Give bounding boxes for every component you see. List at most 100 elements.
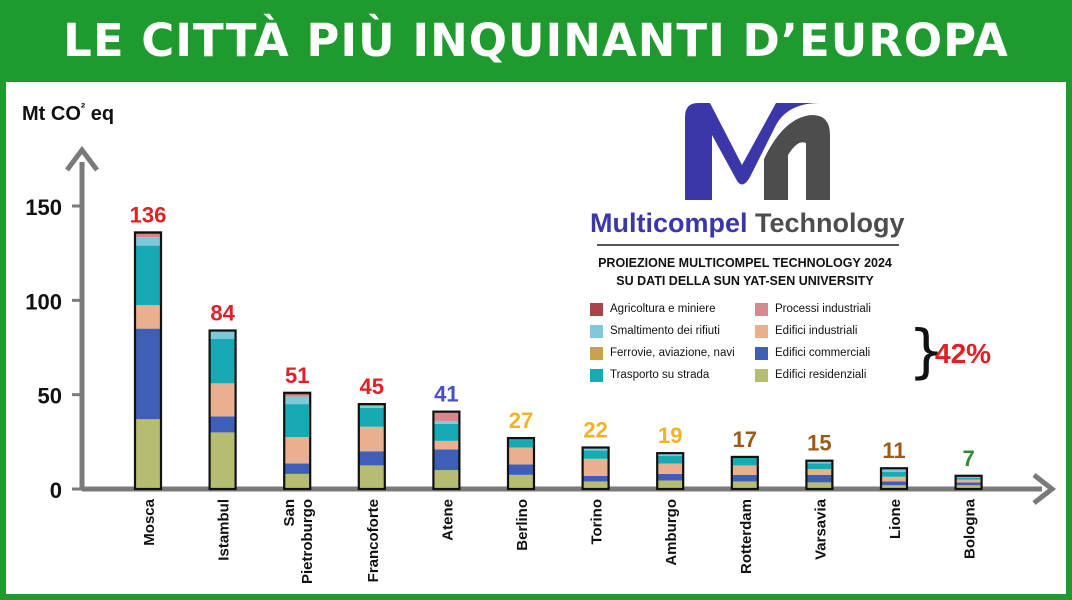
legend-swatch [590,369,603,382]
legend-item: Smaltimento dei rifiuti [590,320,735,342]
chart-panel [6,82,1066,594]
bar-segment [806,469,833,475]
bar-segment [582,458,609,476]
bar-segment [209,416,236,433]
bar-segment [806,461,833,464]
legend-swatch [590,303,603,316]
bar-segment [284,396,311,405]
legend-swatch [590,347,603,360]
bar-segment [582,475,609,482]
bar-outline [805,459,834,491]
x-tick-label: Atene [439,499,456,541]
y-tick-label: 100 [25,289,62,314]
bar-segment [135,419,161,489]
bar-segment [135,245,161,306]
bar-segment [881,476,907,482]
bar-segment [508,474,534,489]
bar-segment [881,481,907,486]
multicompel-logo-icon [685,103,830,200]
brand-part-1: Multicompel [590,208,748,238]
bar-segment [881,472,907,477]
bar-outline [133,231,163,491]
bar-total-label: 19 [658,423,682,448]
bar-segment [657,480,684,489]
x-tick-label-line: Torino [589,499,606,545]
bar-segment [209,432,236,489]
bar-outline [506,436,536,491]
bar-segment [657,455,684,464]
legend-swatch [755,325,768,338]
bar-segment [284,473,311,489]
bar-outline [283,391,312,491]
bar-segment [657,454,684,456]
bar-outline [432,410,461,491]
bar-segment [508,438,534,448]
legend-swatch [755,303,768,316]
x-tick-label-line: Rotterdam [738,499,755,574]
bar-outline [656,452,685,491]
bar-total-label: 7 [962,446,974,471]
x-tick-label: Istambul [216,499,233,561]
x-tick-label-line: Amburgo [663,499,680,566]
chart-subtitle: PROIEZIONE MULTICOMPEL TECHNOLOGY 2024 S… [545,254,945,290]
x-tick-label: Lione [887,499,904,539]
bar-segment [433,423,460,441]
bar-total-label: 45 [360,374,384,399]
legend-item: Agricoltura e miniere [590,298,735,320]
y-axis-label: Mt CO² eq [22,100,114,125]
x-tick-label-line: San [281,499,298,527]
bar-segment [135,328,161,420]
bar-segment [955,477,982,480]
bar-outline [730,455,759,491]
x-axis-arrow-icon [1032,473,1057,505]
bar-segment [433,440,460,450]
bar-segment [657,463,684,474]
bar-segment [731,474,758,482]
bar-segment [433,421,460,424]
legend-item: Edifici commerciali [755,342,871,364]
bar-segment [209,330,236,340]
bar-segment [731,481,758,489]
legend-label: Trasporto su strada [610,369,710,381]
bar-segment [284,394,311,397]
bar-segment [508,447,534,465]
legend-item: Processi industriali [755,298,871,320]
legend-item: Edifici residenziali [755,364,871,386]
bar-total-label: 22 [583,417,607,442]
bar-segment [731,465,758,475]
y-tick-label: 150 [25,195,62,220]
legend-label: Smaltimento dei rifiuti [610,325,720,337]
bar-segment [358,407,385,427]
subtitle-line-1: PROIEZIONE MULTICOMPEL TECHNOLOGY 2024 [598,256,892,270]
bar-outline [581,446,610,491]
legend-item: Edifici industriali [755,320,871,342]
bar-segment [209,383,236,417]
bar-outline [208,329,237,491]
bar-segment [582,481,609,489]
legend-right: Processi industriali Edifici industriali… [755,298,871,386]
x-tick-label-line: Bologna [962,498,979,559]
bar-segment [881,485,907,489]
bar-total-label: 84 [210,301,235,326]
brand-underline [597,244,899,246]
bar-segment [806,463,833,470]
x-tick-label-line: Berlino [514,499,531,551]
x-tick-label-line: Istambul [216,499,233,561]
legend-label: Agricoltura e miniere [610,303,716,315]
x-tick-label: Amburgo [663,499,680,566]
legend-label: Edifici residenziali [775,369,867,381]
bar-segment [806,482,833,489]
bar-total-label: 15 [807,431,831,456]
legend-left: Agricoltura e miniere Smaltimento dei ri… [590,298,735,386]
bar-segment [582,448,609,451]
bar-total-label: 11 [882,438,905,463]
bar-total-label: 17 [733,427,757,452]
bar-total-label: 41 [434,382,458,407]
legend-item: Ferrovie, aviazione, navi [590,342,735,364]
bar-segment [955,485,982,489]
x-tick-label: Francoforte [365,499,382,582]
y-tick-label: 50 [38,384,62,409]
bar-segment [955,476,982,478]
x-tick-label: Torino [589,499,606,545]
